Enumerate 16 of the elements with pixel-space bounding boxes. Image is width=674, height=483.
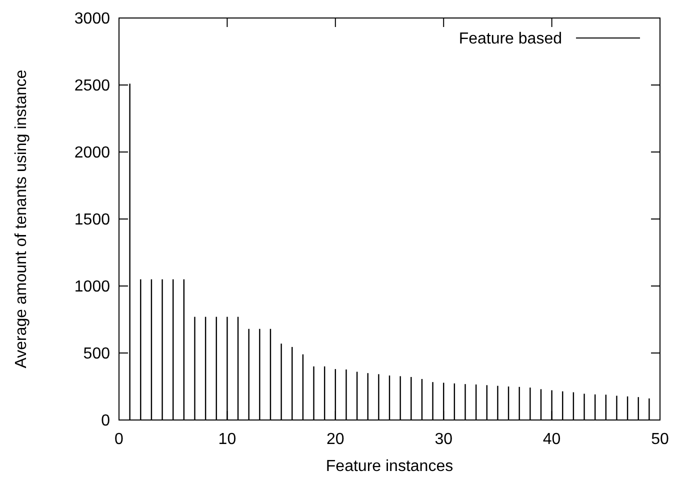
y-tick-label: 2000	[74, 144, 110, 162]
y-tick-label: 0	[101, 412, 110, 430]
y-tick-label: 1000	[74, 278, 110, 296]
x-tick-label: 20	[326, 431, 344, 448]
y-axis-title: Average amount of tenants using instance	[13, 70, 30, 368]
x-tick-label: 50	[651, 431, 669, 448]
x-tick-label: 40	[542, 431, 561, 448]
x-axis-title: Feature instances	[326, 458, 454, 475]
y-tick-label: 2500	[74, 78, 110, 95]
y-tick-label: 1500	[74, 212, 110, 229]
y-tick-label: 3000	[74, 10, 110, 28]
x-tick-label: 30	[434, 431, 453, 448]
y-tick-label: 500	[83, 346, 110, 363]
legend-label: Feature based	[458, 30, 562, 48]
x-tick-label: 10	[218, 431, 236, 448]
x-tick-label: 0	[114, 431, 124, 448]
